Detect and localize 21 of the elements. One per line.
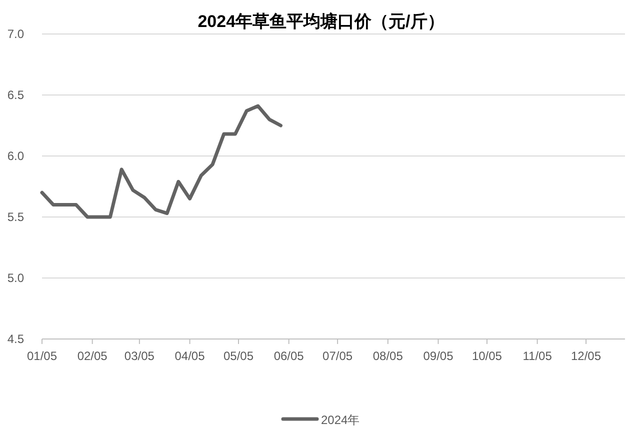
x-tick-label: 08/05	[372, 349, 404, 363]
x-tick-label: 02/05	[77, 349, 108, 363]
x-tick-label: 07/05	[322, 349, 353, 363]
x-tick-label: 12/05	[571, 349, 602, 363]
y-tick-label: 7.0	[7, 27, 24, 41]
x-tick-label: 05/05	[223, 349, 254, 363]
y-tick-label: 5.0	[7, 271, 24, 285]
x-tick-label: 09/05	[423, 349, 454, 363]
line-series	[40, 104, 282, 219]
chart-title: 2024年草鱼平均塘口价（元/斤）	[198, 12, 444, 31]
legend-label: 2024年	[321, 413, 360, 427]
x-tick-label: 10/05	[472, 349, 502, 363]
x-tick-label: 06/05	[274, 349, 304, 363]
y-tick-label: 6.0	[7, 149, 24, 163]
x-tick-label: 01/05	[26, 349, 58, 363]
y-tick-label: 6.5	[7, 88, 24, 102]
y-tick-label: 4.5	[7, 332, 24, 346]
x-tick-label: 03/05	[124, 349, 155, 363]
x-tick-label: 04/05	[174, 349, 206, 363]
x-tick-label: 11/05	[522, 349, 552, 363]
y-tick-label: 5.5	[7, 210, 24, 224]
